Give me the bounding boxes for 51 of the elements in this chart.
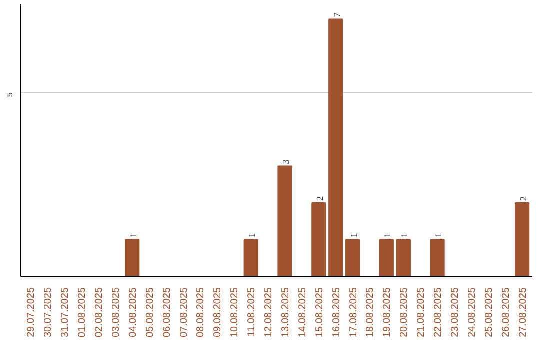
x-tick-label: 30.07.2025 bbox=[43, 287, 54, 338]
x-tick-label: 14.08.2025 bbox=[297, 287, 308, 338]
data-label: 2 bbox=[518, 196, 528, 201]
x-tick-label: 20.08.2025 bbox=[399, 287, 410, 338]
data-label: 1 bbox=[348, 233, 359, 238]
bar bbox=[312, 202, 326, 276]
bar bbox=[379, 239, 394, 276]
x-tick-label: 06.08.2025 bbox=[162, 287, 173, 338]
data-label: 7 bbox=[332, 12, 342, 18]
y-tick-label: 5 bbox=[6, 92, 14, 98]
x-tick-label: 17.08.2025 bbox=[348, 287, 360, 338]
x-tick-label: 01.08.2025 bbox=[77, 287, 88, 338]
x-tick-label: 15.08.2025 bbox=[314, 287, 326, 338]
x-tick-label: 12.08.2025 bbox=[264, 287, 275, 338]
data-label: 1 bbox=[247, 233, 258, 238]
x-tick-label: 05.08.2025 bbox=[144, 287, 156, 338]
data-label: 3 bbox=[280, 159, 291, 164]
x-tick-label: 08.08.2025 bbox=[196, 287, 207, 338]
x-tick-label: 13.08.2025 bbox=[280, 287, 292, 338]
bar bbox=[278, 166, 292, 276]
x-tick-label: 18.08.2025 bbox=[365, 287, 376, 338]
bar bbox=[396, 239, 411, 276]
x-tick-label: 31.07.2025 bbox=[60, 287, 72, 338]
x-tick-label: 25.08.2025 bbox=[484, 287, 495, 338]
bar bbox=[515, 202, 530, 276]
data-label: 1 bbox=[434, 233, 444, 238]
x-tick-label: 21.08.2025 bbox=[416, 287, 428, 338]
x-tick-label: 29.07.2025 bbox=[26, 287, 38, 338]
data-label: 1 bbox=[400, 233, 410, 238]
x-tick-label: 02.08.2025 bbox=[94, 287, 105, 338]
bar bbox=[430, 239, 445, 276]
x-tick-label: 24.08.2025 bbox=[466, 287, 478, 338]
data-label: 1 bbox=[128, 233, 138, 238]
x-tick-label: 10.08.2025 bbox=[230, 287, 241, 338]
x-tick-label: 19.08.2025 bbox=[382, 287, 394, 338]
bar bbox=[346, 239, 360, 276]
bar bbox=[328, 18, 344, 276]
x-tick-label: 23.08.2025 bbox=[450, 287, 462, 338]
x-tick-label: 27.08.2025 bbox=[518, 287, 529, 338]
x-tick-label: 16.08.2025 bbox=[331, 287, 342, 338]
bar bbox=[125, 239, 140, 276]
x-tick-label: 09.08.2025 bbox=[212, 287, 224, 338]
data-label: 1 bbox=[382, 233, 393, 238]
x-tick-label: 22.08.2025 bbox=[433, 287, 444, 338]
data-label: 2 bbox=[314, 196, 325, 201]
x-tick-label: 26.08.2025 bbox=[500, 287, 512, 338]
x-tick-label: 07.08.2025 bbox=[178, 287, 190, 338]
x-tick-label: 11.08.2025 bbox=[246, 287, 258, 337]
x-tick-label: 04.08.2025 bbox=[128, 287, 139, 338]
bar bbox=[244, 239, 258, 276]
x-tick-label: 03.08.2025 bbox=[110, 287, 122, 338]
